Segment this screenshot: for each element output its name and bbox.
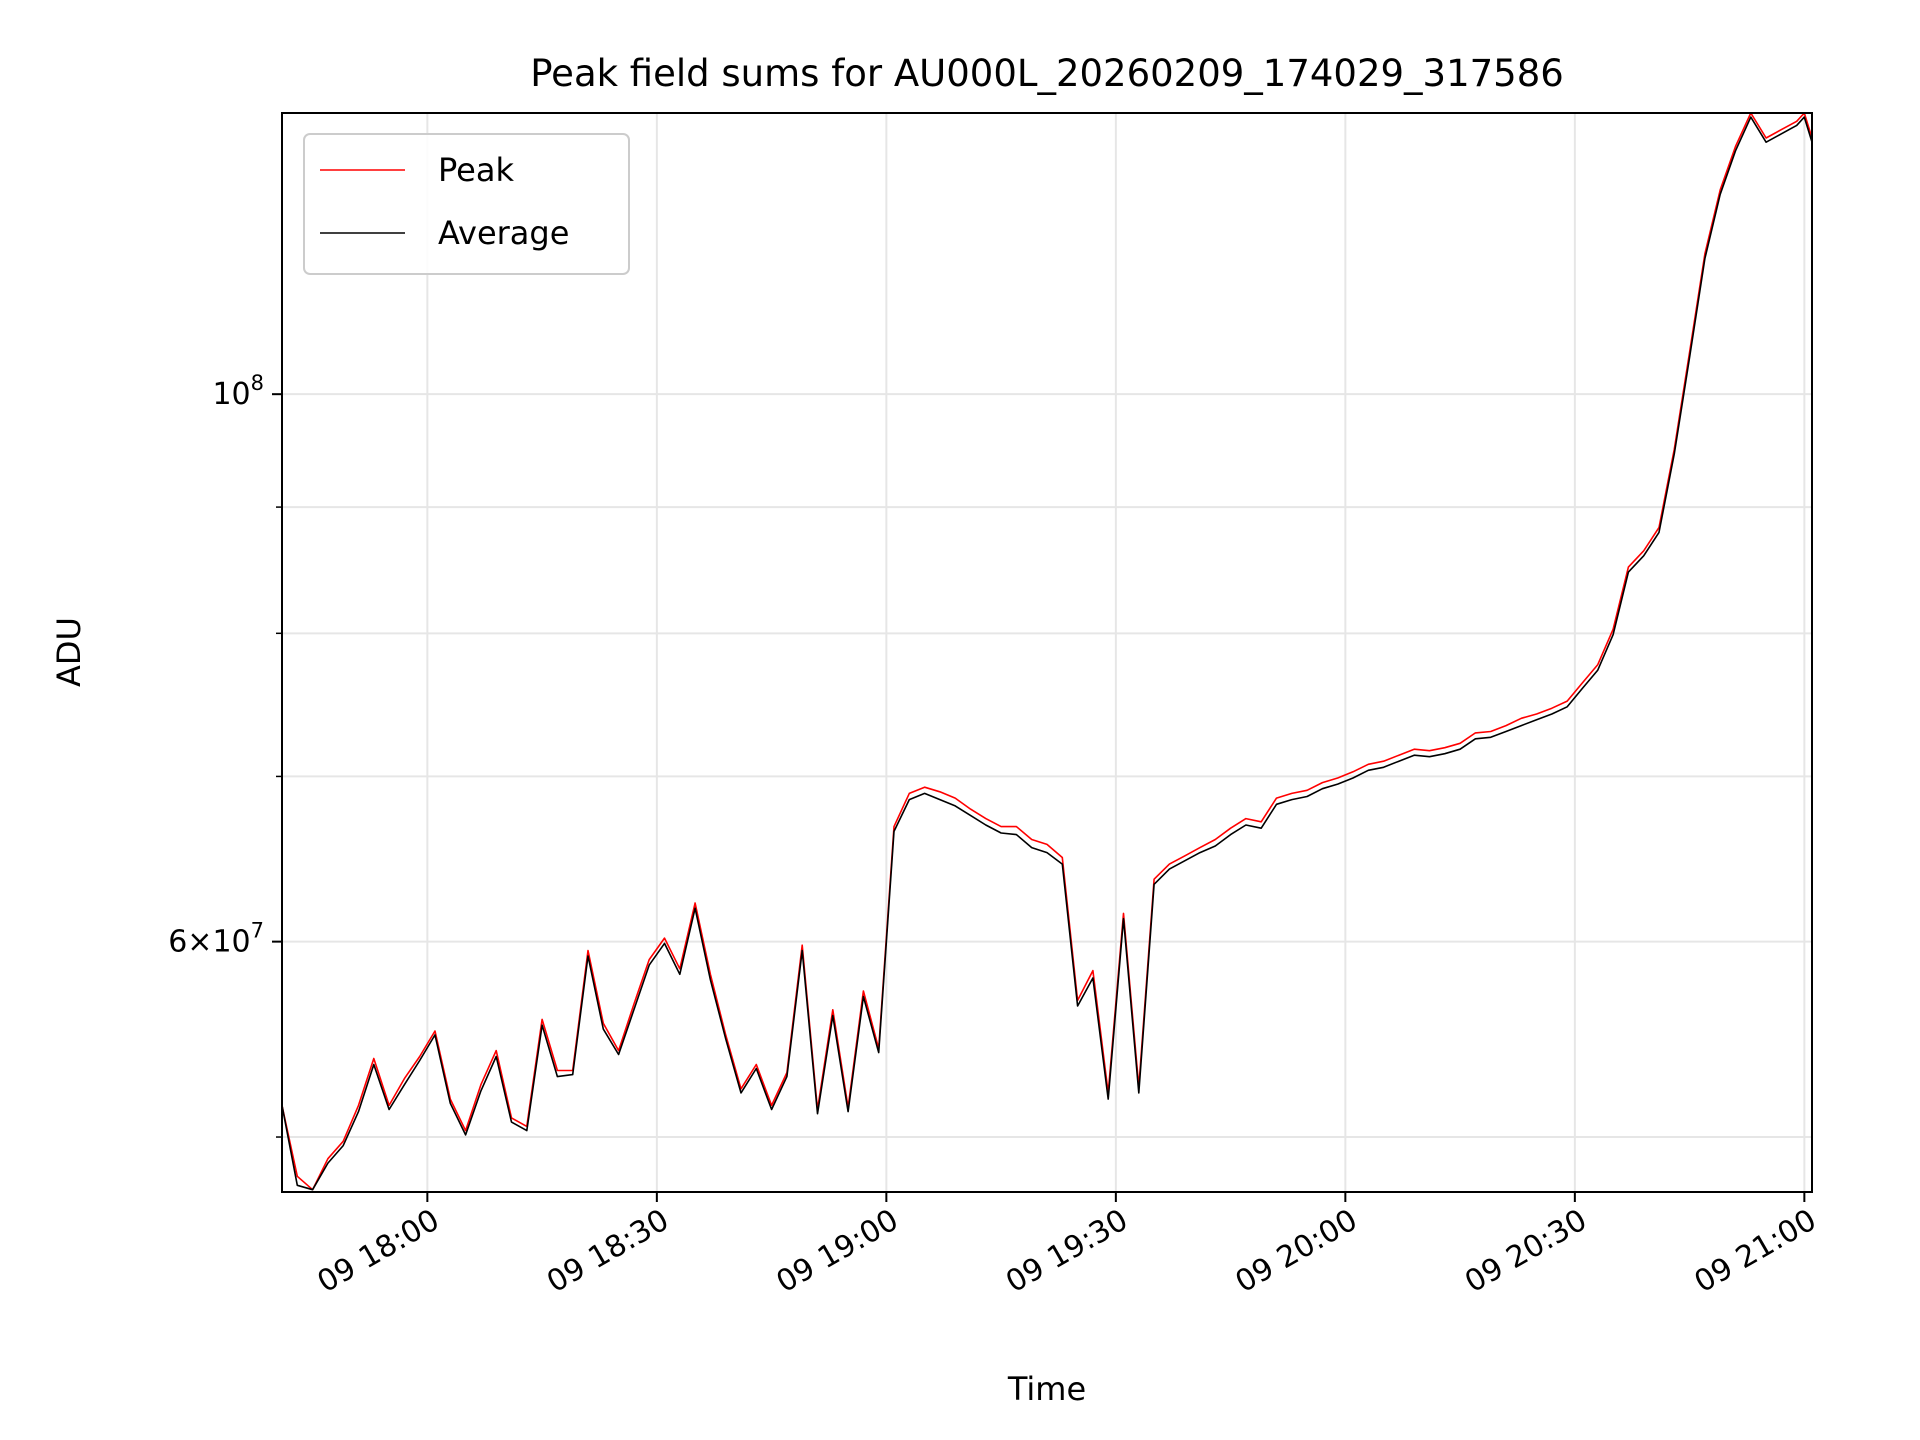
y-axis: 108 6×107: [168, 371, 282, 1138]
y-tick-label: 6×107: [168, 919, 264, 960]
chart-title: Peak field sums for AU000L_20260209_1740…: [530, 52, 1564, 95]
legend-label-average: Average: [438, 214, 569, 252]
y-tick-label: 108: [212, 371, 264, 412]
plot-frame: [281, 112, 1813, 1193]
x-axis-label: Time: [1007, 1370, 1086, 1408]
grid: [282, 113, 1812, 1192]
legend-box: [303, 133, 630, 275]
series-line-average: [281, 116, 1813, 1191]
legend: Peak Average: [303, 133, 630, 275]
legend-label-peak: Peak: [438, 151, 514, 189]
plot-lines: [281, 112, 1813, 1191]
y-axis-label: ADU: [50, 617, 88, 687]
